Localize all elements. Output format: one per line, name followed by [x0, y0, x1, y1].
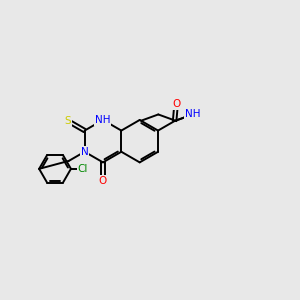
Text: O: O	[99, 176, 107, 186]
Text: O: O	[172, 99, 180, 109]
Text: NH: NH	[185, 110, 200, 119]
Text: S: S	[65, 116, 71, 126]
Text: Cl: Cl	[77, 164, 88, 174]
Text: N: N	[81, 147, 88, 157]
Text: NH: NH	[95, 115, 111, 125]
